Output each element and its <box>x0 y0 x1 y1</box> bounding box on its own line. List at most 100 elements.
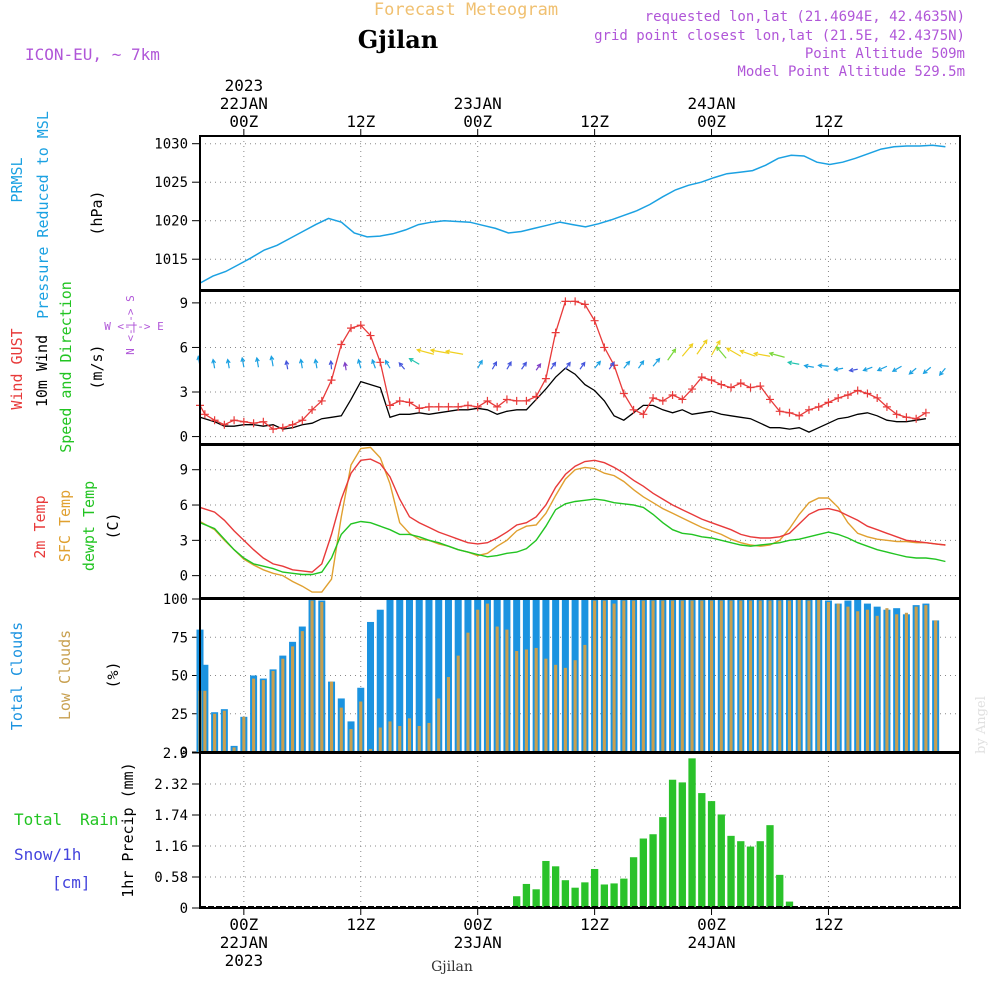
model-altitude: Model Point Altitude 529.5m <box>737 64 965 80</box>
wind-direction-arrow <box>803 363 814 369</box>
low-cloud-bar <box>709 600 714 752</box>
low-cloud-bar <box>934 620 938 752</box>
low-cloud-bar <box>719 600 723 752</box>
gust-point <box>522 396 531 405</box>
precip-bar <box>717 814 725 908</box>
precip-frame <box>199 752 961 909</box>
low-cloud-bar <box>437 698 441 752</box>
top-time-label: 2023 <box>225 76 264 95</box>
gust-point <box>746 383 755 392</box>
gust-point <box>308 405 317 414</box>
wind-direction-arrow <box>908 367 917 375</box>
gust-point <box>288 420 297 429</box>
gust-point <box>259 417 268 426</box>
low-cloud-bar <box>622 600 626 752</box>
total-cloud-bar <box>386 599 394 752</box>
gust-point <box>649 393 658 402</box>
gust-point <box>366 331 375 340</box>
low-cloud-bar <box>534 647 538 752</box>
clouds-panel: 0 25 50 75 100 <box>163 592 940 761</box>
wind-direction-arrow <box>848 367 858 373</box>
low-cloud-bar <box>466 632 470 752</box>
wind-direction-arrow <box>876 365 888 372</box>
low-cloud-bar <box>739 600 743 752</box>
gust-point <box>688 385 697 394</box>
precip-labels: Total Rain Snow/1h [cm] 1hr Precip (mm) <box>14 762 137 897</box>
low-cloud-bar <box>768 600 772 752</box>
total-cloud-bar <box>376 609 384 752</box>
precip-bar <box>542 860 550 908</box>
wind-direction-arrow <box>786 360 800 366</box>
low-cloud-bar <box>291 646 295 752</box>
top-time-label: 00Z <box>229 112 258 131</box>
gust-point <box>882 402 891 411</box>
precip-panel: 0 0.58 1.16 1.74 2.32 2.9 <box>154 746 960 917</box>
low-cloud-bar <box>300 631 304 752</box>
low-cloud-bar <box>641 600 645 752</box>
bottom-time-label: 24JAN <box>687 933 735 952</box>
requested-coords: requested lon,lat (21.4694E, 42.4635N) <box>645 9 965 25</box>
low-cloud-bar <box>524 649 528 752</box>
wind-direction-arrow <box>240 356 246 368</box>
low-cloud-bar <box>349 729 353 752</box>
gust-point <box>220 420 229 429</box>
wind-direction-arrow <box>564 361 571 370</box>
precip-unit: 1hr Precip (mm) <box>119 762 137 897</box>
wind-unit: (m/s) <box>88 344 106 389</box>
gust-point <box>785 408 794 417</box>
credit-watermark: by Angel <box>974 696 989 754</box>
precip-bar <box>600 884 609 908</box>
gust-point <box>619 389 628 398</box>
y-tick-label: 1.74 <box>154 808 188 824</box>
pressure-desc-label: Pressure Reduced to MSL <box>34 111 52 319</box>
wind-direction-arrow <box>681 343 694 357</box>
gust-point <box>415 404 424 413</box>
wind-direction-arrow <box>753 351 771 357</box>
gust-point <box>424 402 433 411</box>
precip-bar <box>561 880 570 908</box>
compass-ns: N <-|-> S <box>124 295 137 355</box>
bottom-time-label: 12Z <box>814 915 843 934</box>
gust-point <box>230 416 239 425</box>
precip-bar <box>668 779 677 908</box>
wind-direction-arrow <box>384 359 391 369</box>
gust-point <box>668 390 677 399</box>
low-clouds-label: Low Clouds <box>56 630 74 720</box>
low-cloud-bar <box>865 609 869 752</box>
y-tick-label: 3 <box>180 533 188 549</box>
gust-point <box>843 390 852 399</box>
y-tick-label: 1015 <box>154 252 188 268</box>
wind-direction-arrow <box>298 358 304 369</box>
location-title: Gjilan <box>358 25 438 54</box>
low-cloud-bar <box>836 603 840 752</box>
wind-direction-arrow <box>711 339 721 356</box>
wind-direction-arrow <box>328 359 334 370</box>
gust-point <box>405 398 414 407</box>
gust-point <box>873 393 882 402</box>
y-tick-label: 0 <box>180 569 188 585</box>
total-cloud-bar <box>435 599 443 752</box>
y-tick-label: 6 <box>180 340 188 356</box>
wind-frame <box>199 290 961 445</box>
precip-bar <box>551 866 560 908</box>
bottom-time-label: 23JAN <box>454 933 502 952</box>
wind-direction-arrow <box>594 360 602 369</box>
gust-point <box>463 401 472 410</box>
t2m-label: 2m Temp <box>31 495 49 558</box>
y-tick-label: 2.32 <box>154 777 188 793</box>
wind-direction-arrow <box>342 361 348 371</box>
sfc-temp-label: SFC Temp <box>56 490 74 562</box>
y-tick-label: 0.58 <box>154 870 188 886</box>
wind-direction-arrow <box>938 367 946 376</box>
low-cloud-bar <box>252 678 256 752</box>
wind-direction-arrow <box>356 358 362 369</box>
precip-bar <box>571 887 579 908</box>
low-cloud-bar <box>554 664 558 752</box>
y-tick-label: 0 <box>180 901 188 917</box>
total-cloud-bar <box>367 621 375 752</box>
precip-bar <box>707 801 716 908</box>
wind-direction-arrow <box>429 348 449 354</box>
gust-point <box>804 405 813 414</box>
gust-point <box>697 373 706 382</box>
gust-point <box>921 408 930 417</box>
